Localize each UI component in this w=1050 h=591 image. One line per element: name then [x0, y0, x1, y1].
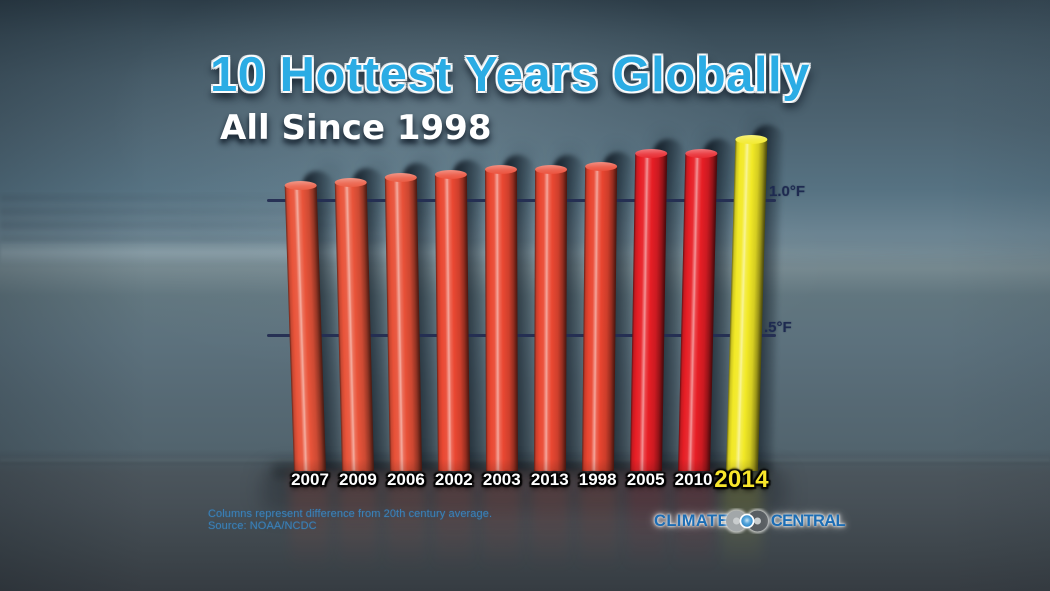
climate-central-logo: CLIMATE CENTRAL — [654, 505, 846, 537]
footnote-note: Columns represent difference from 20th c… — [208, 508, 493, 520]
logo-word-central: CENTRAL — [770, 512, 846, 530]
bar-body — [484, 169, 518, 471]
bar-reflection — [577, 471, 618, 579]
bar-cap — [584, 162, 617, 172]
bar-body — [533, 169, 567, 471]
bar-cap — [384, 172, 417, 182]
gridline-1.0 — [267, 198, 776, 202]
footnote: Columns represent difference from 20th c… — [208, 508, 493, 532]
bar-reflection — [337, 471, 378, 579]
year-label-2006: 2006 — [386, 470, 425, 489]
year-label-2003: 2003 — [482, 470, 521, 489]
bar-body — [677, 153, 717, 471]
bar-cap — [734, 134, 768, 144]
year-label-2009: 2009 — [339, 470, 377, 489]
bar-cap — [634, 148, 667, 158]
year-label-1998: 1998 — [578, 470, 617, 489]
bar-body — [581, 166, 617, 471]
floor-soft-shadow — [262, 468, 786, 512]
bar-reflection — [290, 471, 330, 579]
year-label-2013: 2013 — [530, 470, 569, 489]
footnote-source: Source: NOAA/NCDC — [208, 519, 317, 532]
bar-cap — [284, 181, 317, 191]
bar-cap — [684, 148, 718, 158]
bar-2003 — [484, 164, 518, 471]
bar-reflection — [673, 471, 714, 579]
bar-1998 — [581, 162, 617, 471]
bar-2006 — [384, 172, 422, 471]
bar-2010 — [677, 148, 718, 471]
logo-rings-icon — [724, 509, 770, 533]
bar-reflection — [385, 471, 426, 579]
axis-label-.5: .5°F — [764, 318, 792, 336]
logo-word-climate: CLIMATE — [654, 512, 729, 530]
bar-reflection — [481, 471, 522, 579]
bar-body — [384, 177, 422, 471]
bar-2002 — [434, 170, 470, 471]
bar-2005 — [629, 148, 667, 471]
bar-2013 — [533, 164, 567, 471]
year-label-2007: 2007 — [291, 470, 329, 489]
bar-reflection — [433, 471, 474, 579]
year-label-2014: 2014 — [714, 466, 769, 493]
axis-label-1.0: 1.0°F — [769, 183, 806, 200]
bar-reflection — [529, 471, 570, 579]
bar-cap — [484, 164, 517, 174]
year-label-2005: 2005 — [626, 470, 665, 489]
chart-title: 10 Hottest Years Globally — [210, 48, 810, 102]
bar-body — [629, 153, 667, 471]
year-label-2010: 2010 — [674, 470, 713, 489]
bar-cap — [534, 164, 567, 174]
gridline-.5 — [267, 334, 776, 337]
bar-reflection — [625, 471, 666, 579]
bar-body — [434, 174, 470, 471]
year-label-2002: 2002 — [434, 470, 473, 489]
chart-subtitle: All Since 1998 — [220, 108, 492, 148]
